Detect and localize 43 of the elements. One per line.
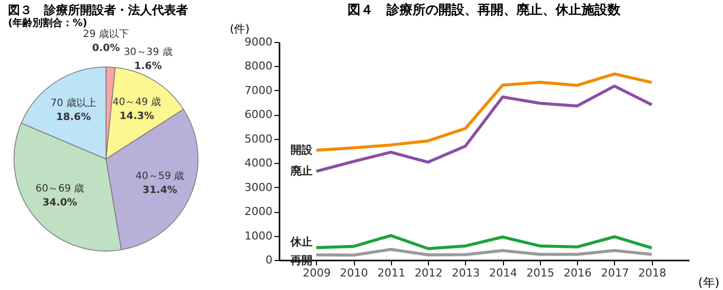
- data-label: 18.6%: [56, 112, 91, 123]
- y-tick-label: 5000: [244, 132, 272, 146]
- y-tick-label: 9000: [244, 36, 272, 48]
- slice-label: 70 歳以上: [50, 96, 96, 109]
- chart-title: 図４ 診療所の開設、再開、廃止、休止施設数: [348, 2, 622, 18]
- x-tick-label: 2009: [302, 266, 331, 280]
- y-tick-label: 2000: [244, 205, 272, 218]
- x-tick-label: 2015: [526, 266, 554, 280]
- line-series: [314, 234, 654, 250]
- y-tick-label: 3000: [244, 180, 272, 194]
- x-tick-label: 2016: [564, 266, 592, 280]
- text: 0.0%: [92, 43, 120, 54]
- slice-label: 40～59 歳: [136, 170, 184, 182]
- data-label: 1.6%: [134, 61, 162, 72]
- line-series: [314, 84, 654, 173]
- line-series: [314, 72, 654, 152]
- y-tick-label: 1000: [244, 229, 272, 242]
- x-tick-label: 2017: [600, 266, 629, 280]
- chart-subtitle: (年齢別割合：%): [8, 17, 88, 29]
- slice-label: 60～69 歳: [35, 182, 84, 194]
- x-tick-label: 2014: [489, 266, 518, 280]
- x-tick-label: 2011: [377, 266, 406, 280]
- slice-label: 40～49 歳: [112, 96, 162, 108]
- chart-title: 図３ 診療所開設者・法人代表者: [8, 3, 188, 17]
- data-label: 14.3%: [119, 110, 154, 122]
- data-label: 31.4%: [142, 184, 178, 196]
- y-tick-label: 8000: [244, 60, 272, 73]
- x-tick-label: 2018: [638, 266, 666, 280]
- y-tick-label: 6000: [244, 108, 272, 122]
- slice-label: 30～39 歳: [124, 46, 172, 58]
- series-label: 休止: [289, 236, 312, 249]
- x-tick-label: 2010: [340, 266, 368, 280]
- x-tick-label: 2012: [414, 266, 443, 280]
- category-label: 29 歳以下: [83, 29, 129, 40]
- x-tick-label: 2013: [452, 266, 480, 280]
- y-axis-title: (件): [230, 22, 250, 36]
- series-label: 開設: [290, 143, 314, 156]
- y-tick-label: 4000: [244, 156, 272, 170]
- x-axis-title: (年): [698, 276, 720, 290]
- y-tick-label: 0: [266, 254, 272, 266]
- data-label: 34.0%: [42, 197, 78, 208]
- y-tick-label: 7000: [244, 84, 272, 97]
- series-label: 廃止: [289, 164, 312, 178]
